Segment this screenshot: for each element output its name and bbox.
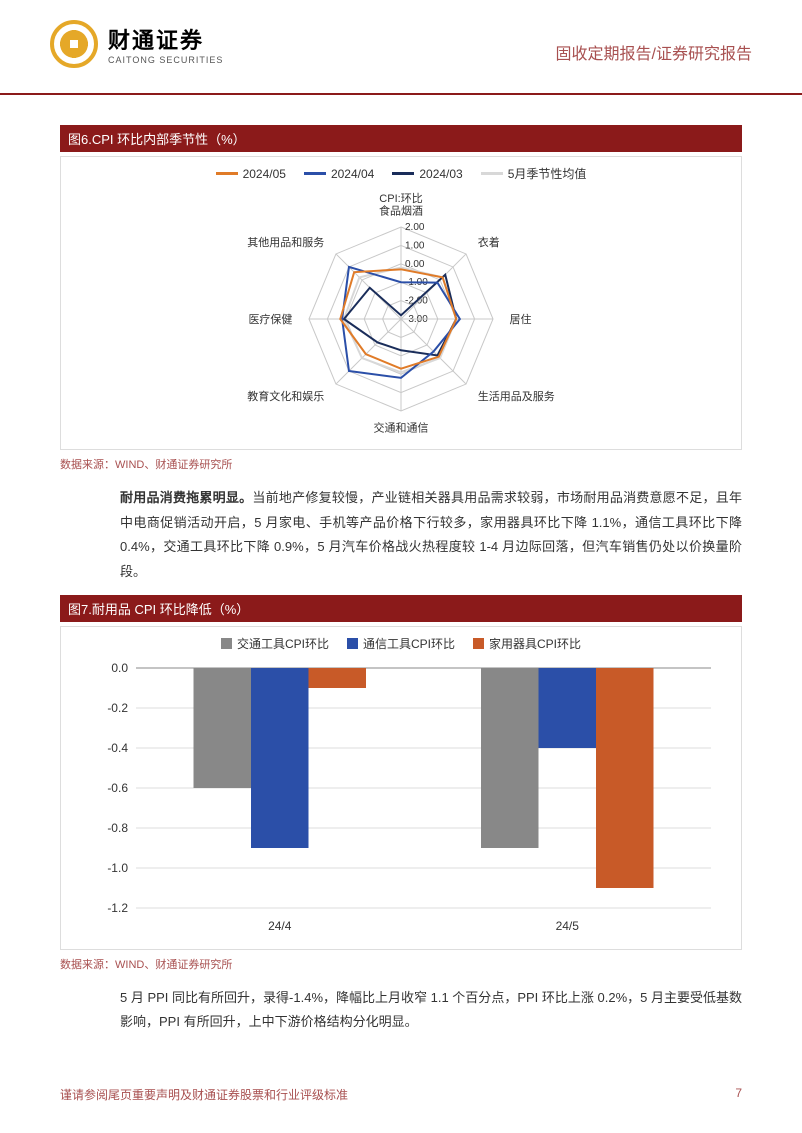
legend-swatch — [392, 172, 414, 175]
figure6-legend: 2024/05 2024/04 2024/03 5月季节性均值 — [69, 165, 733, 182]
legend-label: 2024/04 — [331, 167, 374, 181]
logo-area: 财通证券 CAITONG SECURITIES — [50, 20, 223, 68]
logo-text: 财通证券 CAITONG SECURITIES — [108, 23, 223, 65]
legend-swatch — [347, 638, 358, 649]
legend-label: 5月季节性均值 — [508, 165, 587, 182]
legend-swatch — [481, 172, 503, 175]
legend-swatch — [304, 172, 326, 175]
company-logo-icon — [50, 20, 98, 68]
figure6-box: 2024/05 2024/04 2024/03 5月季节性均值 CPI:环比 2.00 1… — [60, 156, 742, 450]
page-number: 7 — [735, 1086, 742, 1103]
svg-text:教育文化和娱乐: 教育文化和娱乐 — [247, 389, 324, 403]
svg-text:24/5: 24/5 — [556, 919, 580, 933]
legend-item: 2024/04 — [304, 165, 374, 182]
figure7-legend: 交通工具CPI环比 通信工具CPI环比 家用器具CPI环比 — [69, 635, 733, 652]
legend-item: 交通工具CPI环比 — [221, 635, 329, 652]
figure6-source: 数据来源：WIND、财通证券研究所 — [60, 456, 742, 472]
figure7-box: 交通工具CPI环比 通信工具CPI环比 家用器具CPI环比 0.0 -0.2 -0.4 -… — [60, 626, 742, 950]
legend-swatch — [221, 638, 232, 649]
svg-text:交通和通信: 交通和通信 — [374, 421, 429, 435]
paragraph-1: 耐用品消费拖累明显。当前地产修复较慢，产业链相关器具用品需求较弱，市场耐用品消费… — [120, 486, 742, 585]
svg-text:生活用品及服务: 生活用品及服务 — [478, 389, 555, 403]
svg-text:食品烟酒: 食品烟酒 — [379, 203, 423, 217]
figure7-title: 图7.耐用品 CPI 环比降低（%） — [60, 595, 742, 622]
legend-label: 交通工具CPI环比 — [237, 635, 329, 652]
svg-text:CPI:环比: CPI:环比 — [379, 192, 422, 205]
svg-text:医疗保健: 医疗保健 — [248, 312, 292, 326]
legend-item: 5月季节性均值 — [481, 165, 587, 182]
figure7-source: 数据来源：WIND、财通证券研究所 — [60, 956, 742, 972]
legend-label: 家用器具CPI环比 — [489, 635, 581, 652]
legend-item: 家用器具CPI环比 — [473, 635, 581, 652]
svg-text:居住: 居住 — [510, 312, 532, 326]
figure6-title: 图6.CPI 环比内部季节性（%） — [60, 125, 742, 152]
bar-chart: 0.0 -0.2 -0.4 -0.6 -0.8 -1.0 -1.2 24/4 24/5 — [81, 658, 721, 938]
legend-label: 2024/03 — [419, 167, 462, 181]
paragraph-2: 5 月 PPI 同比有所回升，录得-1.4%，降幅比上月收窄 1.1 个百分点，… — [120, 986, 742, 1035]
legend-item: 2024/05 — [216, 165, 286, 182]
svg-text:24/4: 24/4 — [268, 919, 292, 933]
svg-text:-0.6: -0.6 — [107, 781, 128, 795]
svg-text:2.00: 2.00 — [405, 222, 425, 233]
radar-chart: CPI:环比2.001.000.00-1.00-2.00-3.00食品烟酒衣着居… — [171, 188, 631, 438]
legend-item: 2024/03 — [392, 165, 462, 182]
page-footer: 谨请参阅尾页重要声明及财通证券股票和行业评级标准 7 — [60, 1086, 742, 1103]
svg-text:衣着: 衣着 — [478, 235, 500, 249]
legend-item: 通信工具CPI环比 — [347, 635, 455, 652]
page-header: 财通证券 CAITONG SECURITIES 固收定期报告/证券研究报告 — [0, 0, 802, 95]
svg-text:-0.4: -0.4 — [107, 741, 128, 755]
legend-swatch — [473, 638, 484, 649]
logo-cn: 财通证券 — [108, 23, 223, 55]
svg-text:其他用品和服务: 其他用品和服务 — [247, 236, 324, 249]
footer-disclaimer: 谨请参阅尾页重要声明及财通证券股票和行业评级标准 — [60, 1086, 348, 1103]
svg-text:-1.0: -1.0 — [107, 861, 128, 875]
para1-bold: 耐用品消费拖累明显。 — [120, 490, 252, 505]
svg-text:-0.2: -0.2 — [107, 701, 128, 715]
page-content: 图6.CPI 环比内部季节性（%） 2024/05 2024/04 2024/03 5… — [0, 95, 802, 1035]
legend-label: 通信工具CPI环比 — [363, 635, 455, 652]
svg-text:1.00: 1.00 — [405, 240, 425, 251]
legend-label: 2024/05 — [243, 167, 286, 181]
legend-swatch — [216, 172, 238, 175]
logo-en: CAITONG SECURITIES — [108, 55, 223, 65]
svg-text:0.0: 0.0 — [111, 661, 128, 675]
svg-text:-1.2: -1.2 — [107, 901, 128, 915]
svg-text:-0.8: -0.8 — [107, 821, 128, 835]
header-category: 固收定期报告/证券研究报告 — [556, 40, 752, 64]
